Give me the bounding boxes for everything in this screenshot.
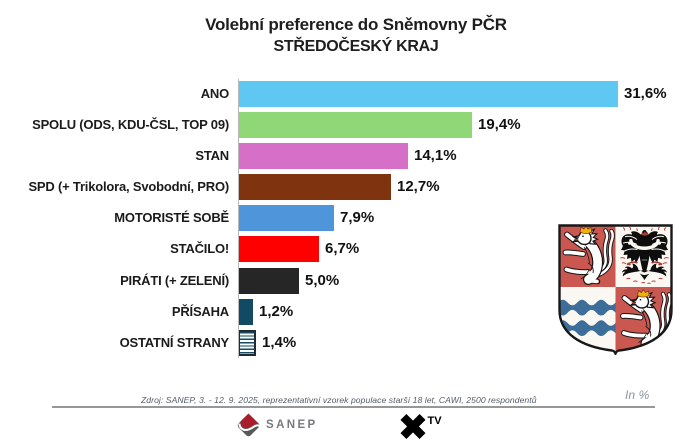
svg-text:TV: TV bbox=[428, 415, 443, 427]
